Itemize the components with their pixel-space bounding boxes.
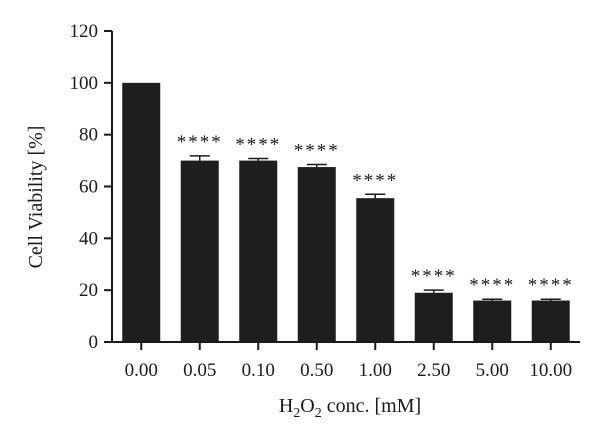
significance-label: **** [411,266,457,287]
y-tick-label: 80 [79,125,98,146]
x-tick-label: 1.00 [359,360,392,381]
bar [414,292,453,342]
bar [180,160,219,342]
x-axis-label-o: O [300,395,314,417]
significance-label: **** [528,275,574,296]
x-axis: 0.00 0.05 0.10 0.50 1.00 2.50 5.00 10.00 [112,341,580,381]
x-axis-label-suffix: conc. [mM] [322,395,421,417]
x-tick-label: 5.00 [476,360,509,381]
significance-label: **** [294,140,340,161]
x-axis-label-h: H [279,395,293,417]
x-tick-label: 0.50 [300,360,333,381]
x-tick-label: 10.00 [529,360,572,381]
y-tick-label: 20 [79,280,98,301]
y-axis: 0 20 40 60 80 100 120 [70,21,113,353]
bars: **** **** **** **** **** **** **** [122,82,574,342]
bar [356,198,395,342]
x-tick-label: 0.00 [125,360,158,381]
x-tick-label: 2.50 [417,360,450,381]
x-axis-label-sub-2: 2 [293,406,300,421]
y-tick-label: 120 [70,21,99,42]
bar [122,82,161,342]
y-tick-label: 60 [79,177,98,198]
y-tick-label: 0 [89,332,99,353]
bar [473,300,512,342]
y-axis-label: Cell Viability [%] [25,126,47,269]
significance-label: **** [235,135,281,156]
significance-label: **** [469,275,515,296]
bar [239,160,278,342]
x-axis-label: H2O2 conc. [mM] [279,395,421,421]
x-tick-label: 0.10 [242,360,275,381]
x-axis-label-sub-2b: 2 [315,406,322,421]
y-tick-label: 100 [70,73,99,94]
y-tick-label: 40 [79,228,98,249]
bar [531,300,570,342]
bar [297,167,336,342]
significance-label: **** [352,170,398,191]
x-tick-label: 0.05 [183,360,216,381]
significance-label: **** [177,132,223,153]
